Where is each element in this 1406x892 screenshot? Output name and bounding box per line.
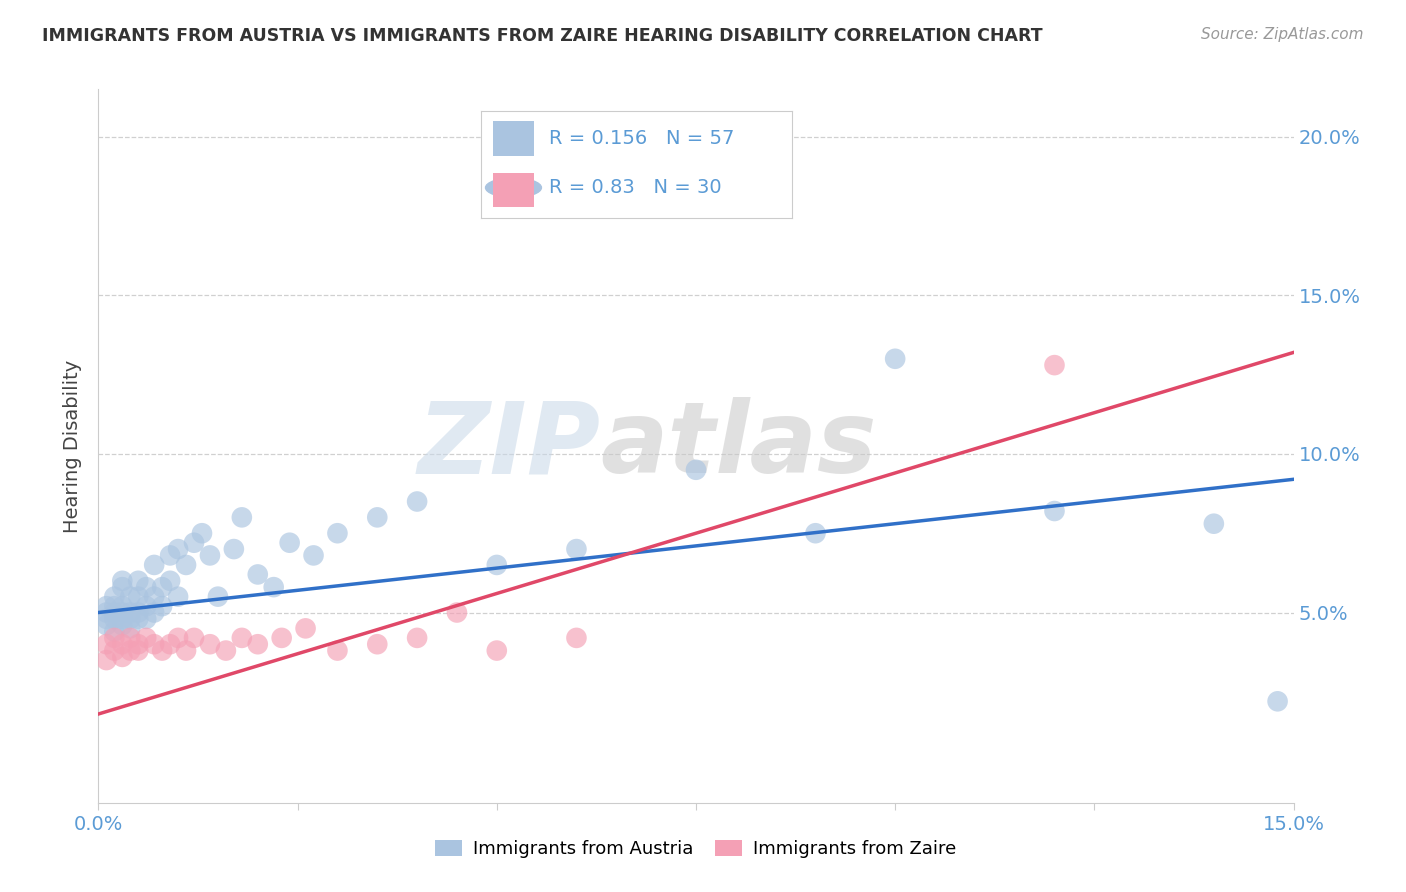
Point [1043,358,1066,372]
Point [366,637,388,651]
Point [143,590,166,604]
Point [103,599,125,614]
Text: Source: ZipAtlas.com: Source: ZipAtlas.com [1201,27,1364,42]
Point [111,637,134,651]
Point [167,631,190,645]
Point [96,618,118,632]
Point [120,590,142,604]
Point [111,599,134,614]
Point [294,621,316,635]
Point [96,599,118,614]
Point [446,606,468,620]
Text: IMMIGRANTS FROM AUSTRIA VS IMMIGRANTS FROM ZAIRE HEARING DISABILITY CORRELATION : IMMIGRANTS FROM AUSTRIA VS IMMIGRANTS FR… [42,27,1043,45]
Point [127,643,149,657]
Point [1267,694,1289,708]
Point [231,631,253,645]
Point [1202,516,1225,531]
Point [167,590,190,604]
Point [884,351,907,366]
Point [96,612,118,626]
Point [246,637,269,651]
Point [1043,504,1066,518]
Point [406,631,429,645]
Point [159,549,181,563]
Point [96,653,118,667]
Point [198,549,221,563]
Point [103,624,125,639]
Legend: Immigrants from Austria, Immigrants from Zaire: Immigrants from Austria, Immigrants from… [429,832,963,865]
Text: atlas: atlas [600,398,877,494]
Point [207,590,229,604]
Point [804,526,827,541]
Point [103,590,125,604]
Point [183,535,205,549]
Point [159,637,181,651]
Point [565,631,588,645]
Point [565,542,588,557]
Point [143,606,166,620]
Point [103,631,125,645]
Point [167,542,190,557]
Point [103,612,125,626]
Point [246,567,269,582]
Point [174,558,197,572]
Point [231,510,253,524]
Point [685,463,707,477]
Point [159,574,181,588]
Point [103,606,125,620]
Point [111,606,134,620]
Point [127,612,149,626]
Point [111,649,134,664]
Point [127,574,149,588]
Y-axis label: Hearing Disability: Hearing Disability [63,359,83,533]
Point [127,637,149,651]
Point [135,612,157,626]
Point [183,631,205,645]
Point [111,618,134,632]
Point [135,580,157,594]
Point [366,510,388,524]
Point [222,542,245,557]
Point [111,580,134,594]
Point [302,549,325,563]
Point [143,558,166,572]
Point [120,606,142,620]
Point [96,606,118,620]
Point [326,526,349,541]
Point [103,643,125,657]
Point [120,643,142,657]
Point [406,494,429,508]
Point [135,631,157,645]
Point [143,637,166,651]
Point [111,574,134,588]
Point [191,526,214,541]
Point [485,643,508,657]
Point [215,643,238,657]
Point [96,637,118,651]
Point [174,643,197,657]
Point [127,606,149,620]
Point [198,637,221,651]
Point [270,631,292,645]
Point [127,590,149,604]
Point [150,643,173,657]
Point [278,535,301,549]
Point [120,621,142,635]
Point [120,612,142,626]
Point [326,643,349,657]
Point [150,599,173,614]
Point [263,580,285,594]
Point [150,580,173,594]
Point [485,558,508,572]
Text: ZIP: ZIP [418,398,600,494]
Point [111,612,134,626]
Point [120,631,142,645]
Point [135,599,157,614]
